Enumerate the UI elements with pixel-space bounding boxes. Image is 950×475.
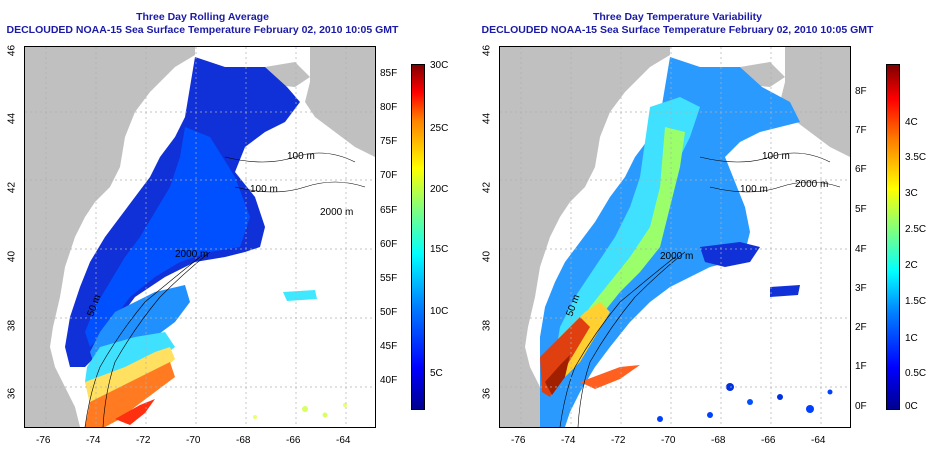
lon-tick: -68 [236,435,251,446]
rolling-average-panel: Three Day Rolling Average DECLOUDED NOAA… [6,11,449,446]
colorbar [411,64,425,410]
lat-tick: 42 [6,181,18,194]
colorbar-label-c: 30C [430,60,449,71]
lon-tick: -64 [336,435,351,446]
colorbar-label-f: 65F [380,205,398,216]
colorbar-label-c: 0C [905,401,918,412]
colorbar-label-f: 0F [855,401,867,412]
colorbar-label-c: 4C [905,117,918,128]
colorbar-label-f: 1F [855,361,867,372]
lon-tick: -66 [761,435,776,446]
colorbar-label-c: 25C [430,123,449,134]
colorbar-label-c: 3.5C [905,152,927,163]
colorbar [886,64,900,410]
colorbar-label-f: 85F [380,68,398,79]
colorbar-label-c: 1C [905,333,918,344]
temperature-variability-panel: Three Day Temperature Variability DECLOU… [475,0,950,475]
lat-tick: 46 [481,44,493,57]
colorbar-label-f: 7F [855,125,867,136]
contour-label: 2000 m [175,249,208,260]
colorbar-label-f: 80F [380,102,398,113]
lon-tick: -64 [811,435,826,446]
lon-tick: -72 [136,435,151,446]
lon-tick: -70 [661,435,676,446]
lon-tick: -72 [611,435,626,446]
lon-tick: -74 [86,435,101,446]
colorbar-label-f: 2F [855,322,867,333]
contour-label: 100 m [740,184,768,195]
colorbar-label-f: 4F [855,244,867,255]
lon-tick: -76 [36,435,51,446]
contour-label: 2000 m [660,251,693,262]
gulf-stream [85,362,175,427]
colorbar-label-c: 20C [430,184,449,195]
lon-tick: -70 [186,435,201,446]
colorbar-label-f: 55F [380,273,398,284]
lat-tick: 44 [481,112,493,125]
colorbar-label-f: 60F [380,239,398,250]
colorbar-label-f: 40F [380,375,398,386]
panel-subtitle: DECLOUDED NOAA-15 Sea Surface Temperatur… [6,24,399,36]
lat-tick: 38 [6,319,18,332]
contour-label: 100 m [287,151,315,162]
land-mass [25,47,195,427]
contour-label: 100 m [250,184,278,195]
panel-subtitle: DECLOUDED NOAA-15 Sea Surface Temperatur… [481,24,874,36]
colorbar-label-f: 70F [380,170,398,181]
colorbar-label-c: 1.5C [905,296,927,307]
land-nova-scotia [305,47,375,157]
colorbar-label-f: 6F [855,164,867,175]
contour-label: 2000 m [320,207,353,218]
lon-tick: -76 [511,435,526,446]
colorbar-label-c: 10C [430,306,449,317]
sst-variability-map: 100 m 2000 m 100 m 2000 m 50 m [499,46,851,428]
lon-tick: -74 [561,435,576,446]
lon-tick: -68 [711,435,726,446]
lat-tick: 44 [6,112,18,125]
colorbar-label-c: 0.5C [905,368,927,379]
colorbar-label-f: 3F [855,283,867,294]
colorbar-label-f: 75F [380,136,398,147]
colorbar-label-f: 50F [380,307,398,318]
colorbar-label-c: 2.5C [905,224,927,235]
colorbar-label-c: 3C [905,188,918,199]
colorbar-label-f: 8F [855,86,867,97]
lat-tick: 40 [6,250,18,263]
lat-tick: 42 [481,181,493,194]
contour-label: 100 m [762,151,790,162]
panel-title: Three Day Rolling Average [136,11,269,23]
sst-average-map: 100 m 2000 m 100 m 2000 m 50 m [24,46,376,428]
colorbar-label-c: 15C [430,244,449,255]
lat-tick: 40 [481,250,493,263]
colorbar-label-f: 45F [380,341,398,352]
lat-tick: 46 [6,44,18,57]
lat-tick: 36 [481,387,493,400]
variability-field [540,57,800,427]
panel-title: Three Day Temperature Variability [592,11,763,23]
contour-label: 2000 m [795,179,828,190]
lat-tick: 36 [6,387,18,400]
colorbar-label-f: 5F [855,204,867,215]
colorbar-label-c: 5C [430,368,443,379]
lon-tick: -66 [286,435,301,446]
colorbar-label-c: 2C [905,260,918,271]
lat-tick: 38 [481,319,493,332]
